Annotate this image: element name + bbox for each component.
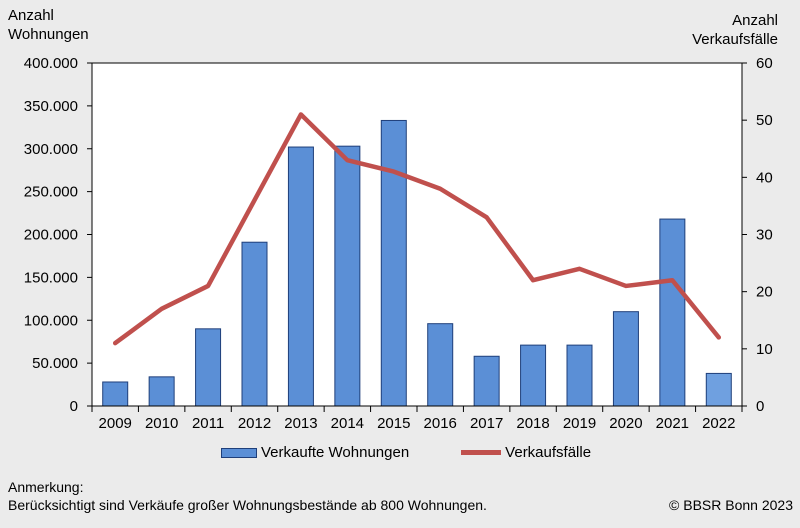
bar <box>380 119 407 407</box>
bar <box>659 218 686 407</box>
legend: Verkaufte Wohnungen Verkaufsfälle <box>221 444 591 461</box>
right-tick-label: 0 <box>756 398 764 415</box>
x-tick-label: 2009 <box>99 415 132 432</box>
right-tick-label: 50 <box>756 112 773 129</box>
x-tick-label: 2010 <box>145 415 178 432</box>
left-tick-label: 350.000 <box>24 98 78 115</box>
bar <box>566 344 593 407</box>
bar <box>334 145 361 407</box>
x-tick-label: 2015 <box>377 415 410 432</box>
left-axis-title-line1: Anzahl <box>8 7 54 24</box>
left-tick-label: 0 <box>70 398 78 415</box>
x-tick-label: 2013 <box>284 415 317 432</box>
bar <box>241 241 268 407</box>
note-text: Berücksichtigt sind Verkäufe großer Wohn… <box>8 497 487 513</box>
x-tick-label: 2017 <box>470 415 503 432</box>
x-tick-label: 2011 <box>192 415 224 432</box>
right-axis-title-line1: Anzahl <box>732 12 778 29</box>
left-axis-title: Anzahl Wohnungen <box>8 6 89 44</box>
legend-bar-label: Verkaufte Wohnungen <box>261 444 410 461</box>
right-tick-label: 30 <box>756 227 773 244</box>
legend-bar-swatch <box>221 447 257 458</box>
left-tick-label: 250.000 <box>24 184 78 201</box>
left-tick-label: 200.000 <box>24 227 78 244</box>
bar <box>287 146 314 407</box>
note-title: Anmerkung: <box>8 479 84 495</box>
bar <box>612 311 639 407</box>
left-tick-label: 50.000 <box>32 355 78 372</box>
bar <box>520 344 547 407</box>
right-tick-label: 10 <box>756 341 773 358</box>
bar <box>473 355 500 407</box>
line-series <box>112 112 722 346</box>
x-tick-label: 2022 <box>702 415 735 432</box>
note: Anmerkung: Berücksichtigt sind Verkäufe … <box>8 478 487 514</box>
bar <box>102 381 129 407</box>
left-tick-label: 400.000 <box>24 55 78 72</box>
x-tick-label: 2012 <box>238 415 271 432</box>
left-tick-label: 150.000 <box>24 269 78 286</box>
right-tick-label: 40 <box>756 169 773 186</box>
left-tick-label: 100.000 <box>24 312 78 329</box>
right-tick-label: 60 <box>756 55 773 72</box>
right-tick-label: 20 <box>756 284 773 301</box>
left-tick-label: 300.000 <box>24 141 78 158</box>
legend-line-swatch <box>461 450 502 455</box>
left-axis-title-line2: Wohnungen <box>8 26 89 43</box>
plot-area <box>92 63 742 406</box>
bar <box>705 372 732 407</box>
x-tick-label: 2020 <box>609 415 642 432</box>
copyright: © BBSR Bonn 2023 <box>669 497 793 513</box>
bar <box>427 323 454 407</box>
x-tick-label: 2021 <box>656 415 689 432</box>
right-axis-title-line2: Verkaufsfälle <box>692 31 778 48</box>
bar <box>195 328 222 407</box>
x-tick-label: 2019 <box>563 415 596 432</box>
x-tick-label: 2014 <box>331 415 364 432</box>
x-tick-label: 2018 <box>516 415 549 432</box>
right-axis-title: Anzahl Verkaufsfälle <box>692 11 778 49</box>
x-tick-label: 2016 <box>424 415 457 432</box>
bar <box>148 376 175 407</box>
legend-line-label: Verkaufsfälle <box>505 444 592 461</box>
